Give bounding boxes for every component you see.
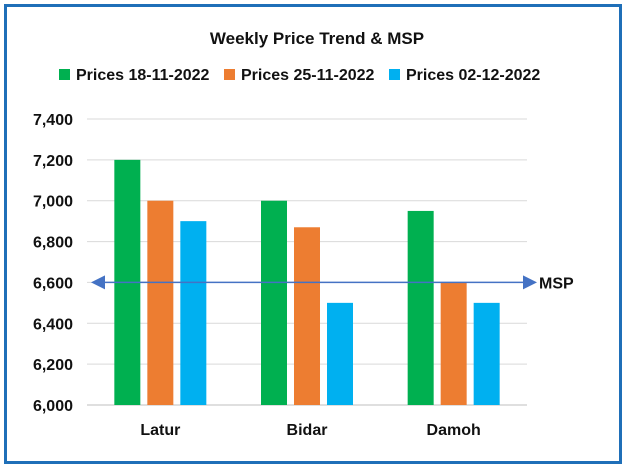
y-tick-label: 6,800 [33,235,73,252]
legend-label-1: Prices 18-11-2022 [76,67,210,84]
y-tick-label: 7,000 [33,194,73,211]
x-tick-label-bidar: Bidar [287,422,328,439]
legend-swatch-1 [59,69,70,80]
y-tick-label: 7,400 [33,112,73,129]
legend-label-2: Prices 25-11-2022 [241,67,375,84]
bar-bidar-2 [294,227,320,405]
bar-latur-3 [180,221,207,405]
bar-damoh-2 [440,282,467,405]
y-tick-label: 6,000 [33,398,73,415]
msp-arrow-right [523,275,537,290]
bar-chart: Weekly Price Trend & MSP Prices 18-11-20… [33,29,574,439]
msp-reference-line: MSP [91,275,574,292]
legend-swatch-2 [224,69,235,80]
chart-title: Weekly Price Trend & MSP [210,29,424,48]
y-tick-label: 6,600 [33,275,73,292]
bars [114,159,500,405]
legend-label-3: Prices 02-12-2022 [406,67,540,84]
x-tick-label-damoh: Damoh [427,422,481,439]
y-tick-label: 6,200 [33,357,73,374]
legend-swatch-3 [389,69,400,80]
bar-latur-2 [147,200,174,405]
bar-damoh-3 [473,302,500,405]
bar-bidar-3 [327,302,353,405]
y-axis: 6,000 6,200 6,400 6,600 6,800 7,000 7,200 7,400 [33,112,73,415]
x-axis: Latur Bidar Damoh [140,422,480,439]
x-tick-label-latur: Latur [140,422,180,439]
msp-arrow-left [91,275,105,290]
y-tick-label: 7,200 [33,153,73,170]
msp-label: MSP [539,275,574,292]
y-tick-label: 6,400 [33,316,73,333]
bar-damoh-1 [407,210,434,405]
bar-bidar-1 [261,200,287,405]
chart-frame: Weekly Price Trend & MSP Prices 18-11-20… [4,4,622,464]
legend: Prices 18-11-2022 Prices 25-11-2022 Prices… [59,67,540,84]
